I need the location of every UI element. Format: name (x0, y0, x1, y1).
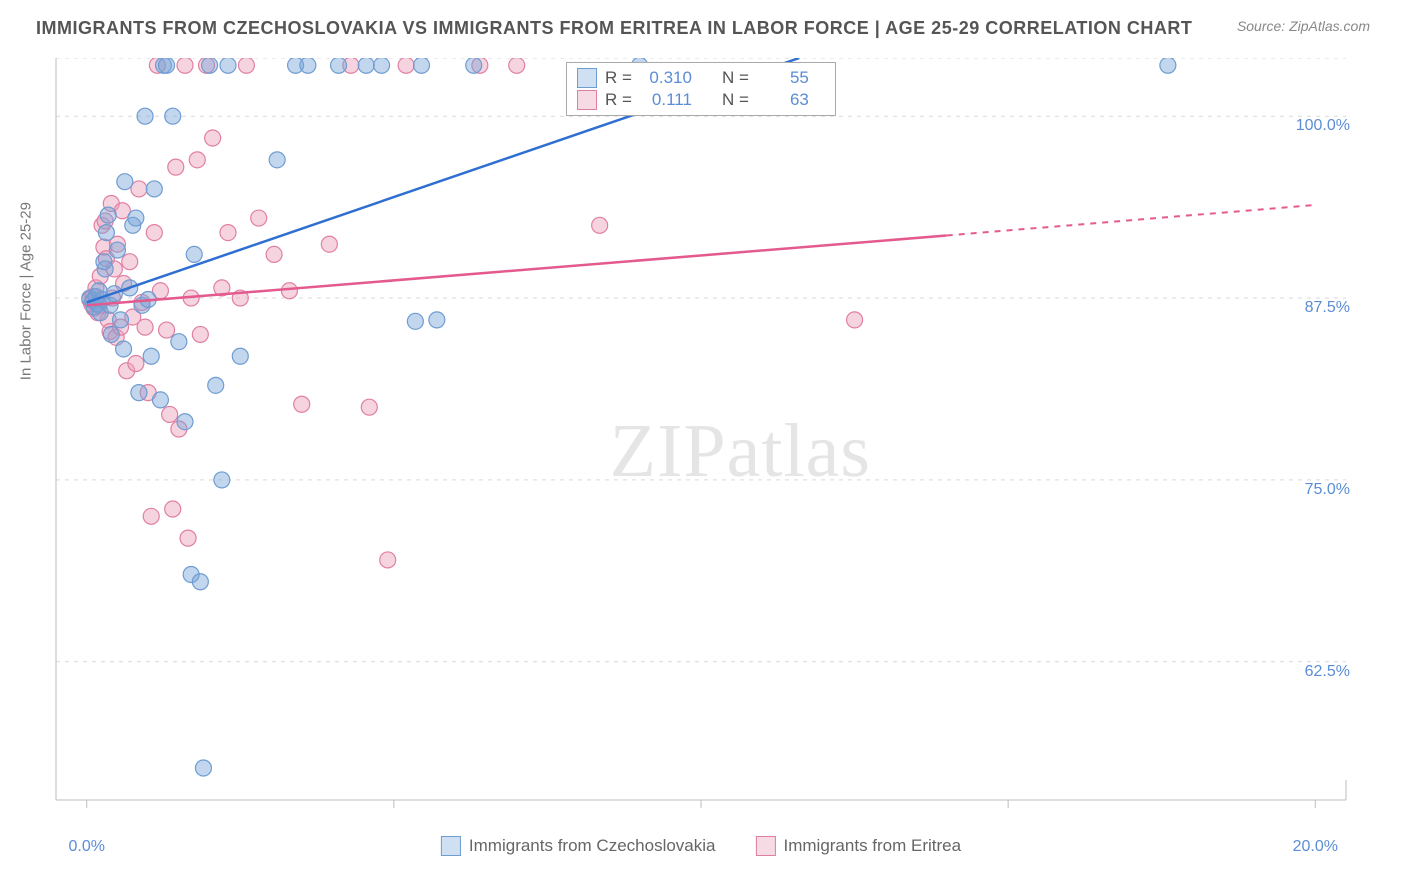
data-point (143, 348, 159, 364)
data-point (407, 313, 423, 329)
data-point (159, 322, 175, 338)
source-prefix: Source: (1237, 18, 1289, 34)
x-tick-label: 20.0% (1293, 838, 1338, 856)
data-point (162, 406, 178, 422)
data-point (214, 472, 230, 488)
data-point (98, 225, 114, 241)
y-axis-label: In Labor Force | Age 25-29 (18, 202, 35, 380)
data-point (192, 326, 208, 342)
data-point (177, 414, 193, 430)
data-point (109, 242, 125, 258)
data-point (168, 159, 184, 175)
data-point (251, 210, 267, 226)
data-point (171, 334, 187, 350)
legend-swatch (577, 90, 597, 110)
trend-line-extrapolated (947, 205, 1316, 236)
stat-n-value: 55 (757, 68, 809, 88)
legend-label: Immigrants from Czechoslovakia (469, 836, 716, 856)
data-point (220, 58, 236, 73)
chart-title: IMMIGRANTS FROM CZECHOSLOVAKIA VS IMMIGR… (36, 18, 1192, 39)
stats-legend-row: R = 0.111 N = 63 (577, 89, 825, 111)
stat-n-value: 63 (757, 90, 809, 110)
data-point (321, 236, 337, 252)
chart-area: In Labor Force | Age 25-29 ZIPatlas 62.5… (46, 58, 1356, 828)
stat-n-label: N = (722, 90, 749, 110)
data-point (358, 58, 374, 73)
legend-swatch (755, 836, 775, 856)
data-point (238, 58, 254, 73)
data-point (592, 217, 608, 233)
data-point (152, 392, 168, 408)
y-tick-label: 100.0% (1296, 117, 1350, 135)
y-tick-label: 87.5% (1305, 299, 1350, 317)
data-point (131, 181, 147, 197)
data-point (509, 58, 525, 73)
data-point (177, 58, 193, 73)
data-point (97, 261, 113, 277)
data-point (137, 108, 153, 124)
y-tick-label: 75.0% (1305, 481, 1350, 499)
scatter-plot (46, 58, 1356, 828)
data-point (146, 181, 162, 197)
legend-swatch (577, 68, 597, 88)
data-point (122, 254, 138, 270)
data-point (429, 312, 445, 328)
legend-item: Immigrants from Eritrea (755, 836, 961, 856)
data-point (117, 174, 133, 190)
data-point (847, 312, 863, 328)
data-point (180, 530, 196, 546)
data-point (331, 58, 347, 73)
trend-line (87, 235, 947, 305)
data-point (205, 130, 221, 146)
stat-r-value: 0.111 (640, 90, 692, 110)
x-tick-label: 0.0% (68, 838, 104, 856)
data-point (100, 207, 116, 223)
data-point (466, 58, 482, 73)
y-tick-label: 62.5% (1305, 663, 1350, 681)
legend-label: Immigrants from Eritrea (783, 836, 961, 856)
data-point (165, 501, 181, 517)
data-point (137, 319, 153, 335)
legend-swatch (441, 836, 461, 856)
data-point (195, 760, 211, 776)
data-point (232, 348, 248, 364)
data-point (300, 58, 316, 73)
data-point (294, 396, 310, 412)
data-point (146, 225, 162, 241)
data-point (202, 58, 218, 73)
source-attribution: Source: ZipAtlas.com (1237, 18, 1370, 34)
data-point (269, 152, 285, 168)
data-point (281, 283, 297, 299)
data-point (128, 356, 144, 372)
data-point (380, 552, 396, 568)
stats-legend-row: R = 0.310 N = 55 (577, 67, 825, 89)
data-point (143, 508, 159, 524)
stat-n-label: N = (722, 68, 749, 88)
series-legend: Immigrants from Czechoslovakia Immigrants… (441, 836, 961, 856)
data-point (186, 246, 202, 262)
data-point (192, 574, 208, 590)
stat-r-label: R = (605, 68, 632, 88)
data-point (374, 58, 390, 73)
data-point (131, 385, 147, 401)
legend-item: Immigrants from Czechoslovakia (441, 836, 716, 856)
data-point (165, 108, 181, 124)
data-point (128, 210, 144, 226)
data-point (266, 246, 282, 262)
stat-r-label: R = (605, 90, 632, 110)
data-point (220, 225, 236, 241)
data-point (414, 58, 430, 73)
data-point (116, 341, 132, 357)
data-point (208, 377, 224, 393)
data-point (113, 312, 129, 328)
data-point (361, 399, 377, 415)
data-point (103, 326, 119, 342)
data-point (159, 58, 175, 73)
data-point (189, 152, 205, 168)
data-point (398, 58, 414, 73)
data-point (1160, 58, 1176, 73)
stat-r-value: 0.310 (640, 68, 692, 88)
source-name: ZipAtlas.com (1289, 18, 1370, 34)
stats-legend: R = 0.310 N = 55 R = 0.111 N = 63 (566, 62, 836, 116)
